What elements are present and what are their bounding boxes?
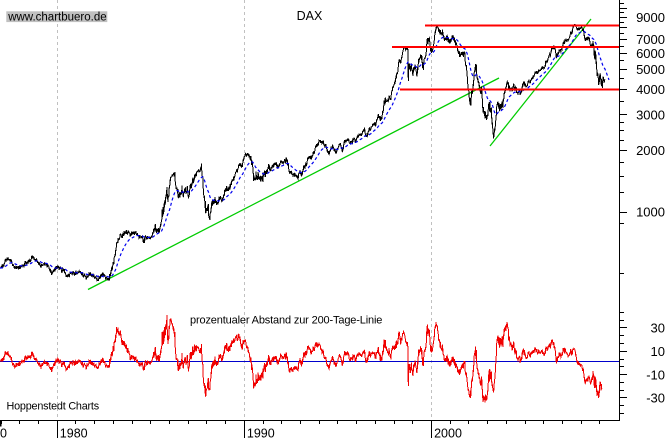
svg-text:2000: 2000 bbox=[434, 427, 462, 439]
svg-text:DAX: DAX bbox=[297, 9, 323, 23]
svg-text:3000: 3000 bbox=[636, 107, 665, 122]
svg-text:www.chartbuero.de: www.chartbuero.de bbox=[7, 12, 106, 24]
svg-text:30: 30 bbox=[651, 321, 665, 336]
svg-text:2000: 2000 bbox=[636, 143, 665, 158]
svg-text:0: 0 bbox=[0, 427, 7, 439]
svg-text:10: 10 bbox=[651, 344, 665, 359]
svg-text:6000: 6000 bbox=[636, 46, 665, 61]
svg-text:prozentualer Abstand zur 200-T: prozentualer Abstand zur 200-Tage-Linie bbox=[190, 315, 382, 327]
svg-text:7000: 7000 bbox=[636, 32, 665, 47]
svg-text:-30: -30 bbox=[646, 391, 665, 406]
svg-text:-10: -10 bbox=[646, 367, 665, 382]
svg-text:1980: 1980 bbox=[60, 427, 88, 439]
svg-text:1000: 1000 bbox=[636, 205, 665, 220]
svg-text:4000: 4000 bbox=[636, 82, 665, 97]
svg-text:5000: 5000 bbox=[636, 62, 665, 77]
svg-text:1990: 1990 bbox=[247, 427, 275, 439]
svg-text:Hoppenstedt Charts: Hoppenstedt Charts bbox=[7, 401, 100, 413]
svg-text:9000: 9000 bbox=[636, 10, 665, 25]
